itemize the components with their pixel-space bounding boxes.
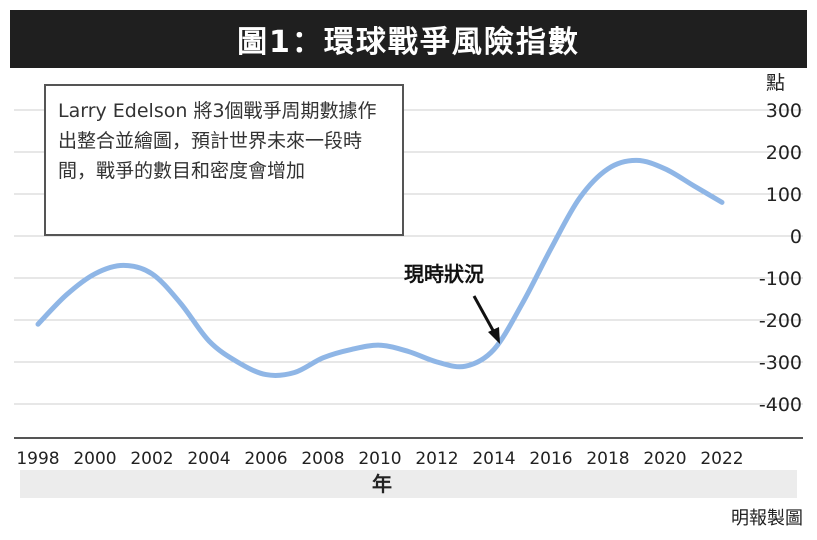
y-unit-label: 點: [766, 72, 786, 94]
y-tick-label: -400: [759, 394, 802, 416]
annotation-note-box: Larry Edelson 將3個戰爭周期數據作出整合並繪圖，預計世界未來一段時…: [44, 84, 404, 236]
x-tick-label: 2006: [244, 449, 287, 469]
x-axis-title: 年: [372, 472, 392, 496]
annotation-arrow: [472, 295, 500, 344]
y-tick-label: 300: [766, 100, 802, 122]
x-tick-label: 2020: [643, 449, 686, 469]
x-tick-label: 2002: [130, 449, 173, 469]
y-tick-label: 0: [790, 226, 802, 248]
y-tick-label: 100: [766, 184, 802, 206]
y-tick-labels: 300 200 100 0 -100 -200 -300 -400: [759, 100, 802, 416]
gridlines: [14, 109, 803, 405]
series-line: [35, 157, 725, 378]
y-tick-label: -100: [759, 268, 802, 290]
x-tick-label: 2004: [187, 449, 230, 469]
x-tick-label: 2016: [529, 449, 572, 469]
x-tick-label: 2012: [415, 449, 458, 469]
series-group: [35, 157, 725, 378]
y-tick-label: -300: [759, 352, 802, 374]
x-axis-title-band: [20, 470, 797, 498]
current-status-label: 現時狀況: [404, 262, 484, 286]
y-tick-label: -200: [759, 310, 802, 332]
x-tick-label: 2018: [586, 449, 629, 469]
x-tick-label: 1998: [16, 449, 59, 469]
x-tick-label: 2010: [358, 449, 401, 469]
x-tick-label: 2014: [472, 449, 515, 469]
x-tick-labels: 1998 2000 2002 2004 2006 2008 2010 2012 2014 2016…: [16, 449, 743, 469]
chart-title: 圖1：環球戰爭風險指數: [10, 10, 807, 68]
source-credit: 明報製圖: [731, 508, 803, 529]
x-tick-label: 2008: [301, 449, 344, 469]
x-tick-label: 2022: [700, 449, 743, 469]
y-tick-label: 200: [766, 142, 802, 164]
x-tick-label: 2000: [73, 449, 116, 469]
